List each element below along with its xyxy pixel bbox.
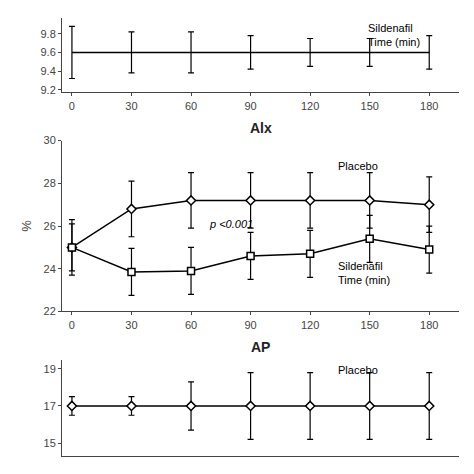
svg-text:150: 150 [361,100,379,112]
svg-text:SildenafilTime (min): SildenafilTime (min) [368,22,420,48]
svg-text:90: 90 [244,100,256,112]
svg-text:22: 22 [44,305,56,317]
svg-text:180: 180 [420,100,438,112]
svg-text:%: % [19,220,34,232]
svg-text:15: 15 [44,437,56,449]
svg-text:90: 90 [244,319,256,331]
svg-text:60: 60 [185,319,197,331]
svg-text:24: 24 [44,263,56,275]
svg-text:Alx: Alx [250,120,272,136]
svg-text:150: 150 [361,319,379,331]
svg-text:Placebo: Placebo [338,364,378,376]
svg-text:0: 0 [69,100,75,112]
svg-text:30: 30 [125,319,137,331]
svg-text:9.8: 9.8 [41,28,56,40]
svg-text:9.6: 9.6 [41,46,56,58]
svg-text:180: 180 [420,319,438,331]
svg-text:p <0.001: p <0.001 [209,218,253,230]
svg-text:17: 17 [44,400,56,412]
svg-text:Placebo: Placebo [338,160,378,172]
svg-text:60: 60 [185,100,197,112]
svg-text:9.4: 9.4 [41,65,56,77]
svg-text:120: 120 [301,319,319,331]
svg-text:0: 0 [69,319,75,331]
svg-text:120: 120 [301,100,319,112]
svg-text:30: 30 [125,100,137,112]
svg-text:26: 26 [44,220,56,232]
svg-text:30: 30 [44,134,56,146]
svg-text:AP: AP [251,339,270,355]
svg-text:28: 28 [44,177,56,189]
svg-text:19: 19 [44,363,56,375]
svg-text:9.2: 9.2 [41,84,56,96]
svg-text:SildenafilTime (min): SildenafilTime (min) [338,260,390,286]
